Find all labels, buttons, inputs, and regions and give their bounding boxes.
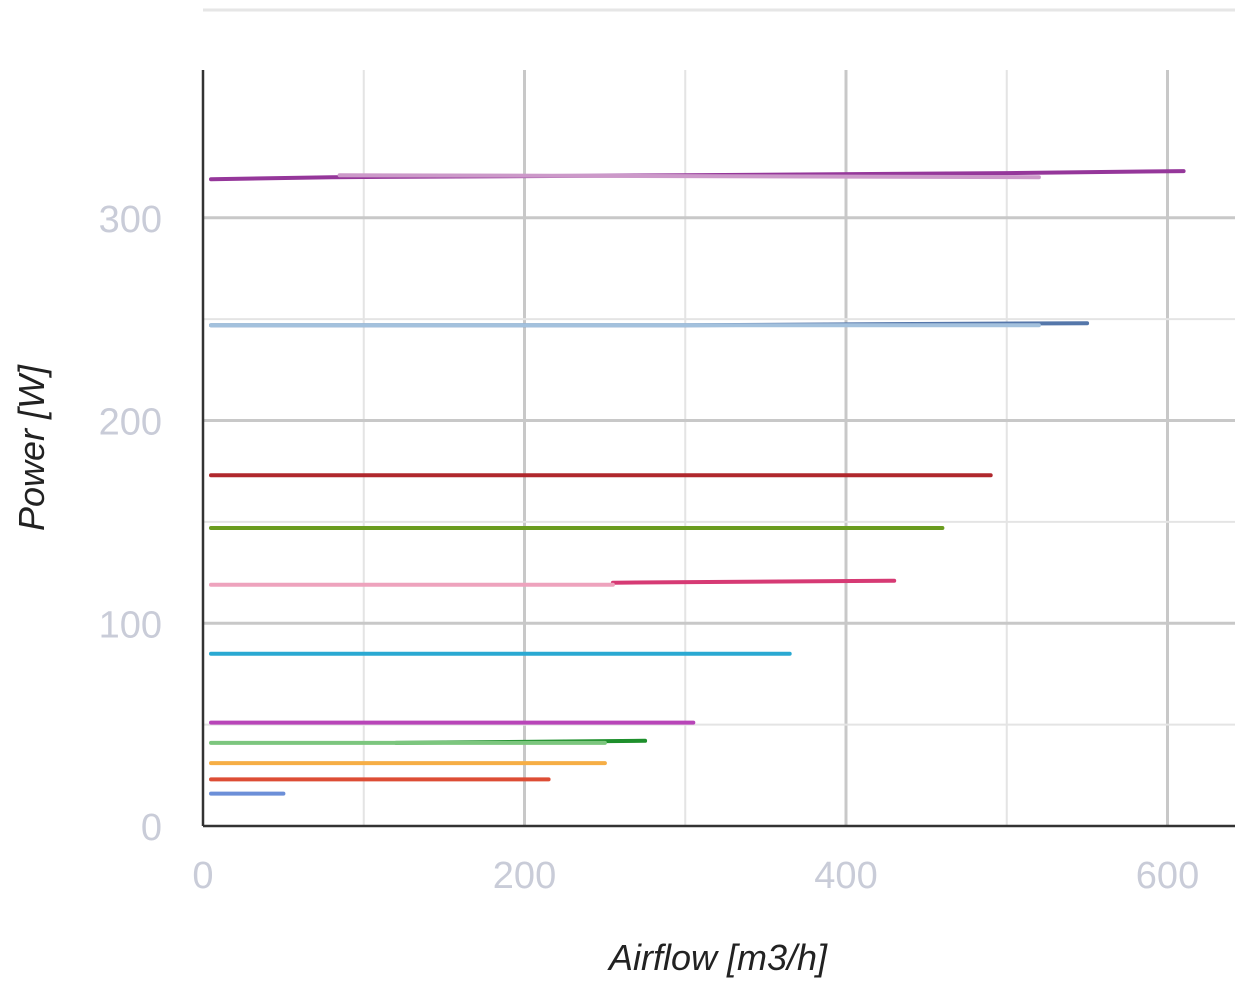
axes (201, 70, 1235, 828)
grid-lines (203, 70, 1235, 826)
y-axis-title: Power [W] (11, 364, 52, 531)
tick-labels: 0 200 400 600 0 100 200 300 (99, 199, 1200, 897)
y-tick-label: 0 (141, 807, 162, 849)
series-line-7 (610, 578, 897, 585)
y-tick-label: 200 (99, 402, 162, 444)
x-tick-label: 0 (192, 855, 213, 897)
x-axis-title: Airflow [m3/h] (607, 937, 828, 978)
x-tick-label: 200 (493, 855, 556, 897)
y-tick-label: 100 (99, 604, 162, 646)
series-lines (209, 169, 1186, 796)
x-tick-label: 400 (814, 855, 877, 897)
x-tick-label: 600 (1136, 855, 1199, 897)
y-tick-label: 300 (99, 199, 162, 241)
series-line-2 (337, 173, 1041, 180)
